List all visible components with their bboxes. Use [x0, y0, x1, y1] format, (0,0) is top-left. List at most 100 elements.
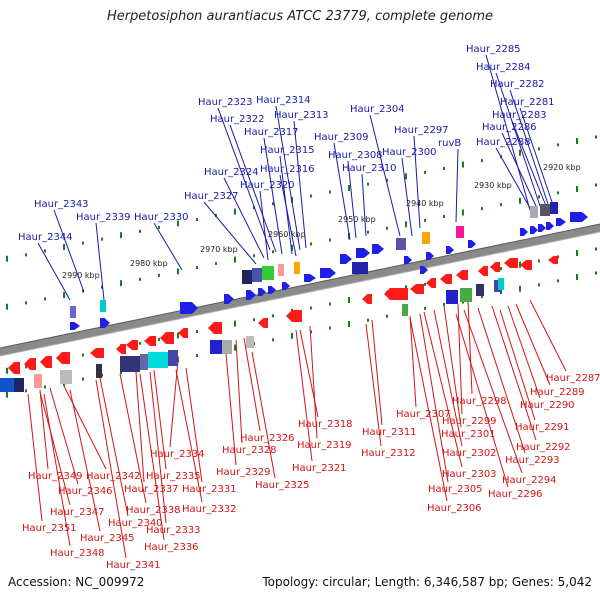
reverse-gene-label[interactable]: Haur_2329: [216, 467, 271, 478]
reverse-gene[interactable]: [126, 340, 138, 350]
forward-gene-label[interactable]: Haur_2286: [482, 122, 537, 133]
reverse-gene-block[interactable]: [210, 340, 222, 354]
forward-gene[interactable]: [320, 268, 336, 278]
reverse-gene-label[interactable]: Haur_2287: [546, 373, 600, 384]
forward-gene-label[interactable]: Haur_2297: [394, 125, 449, 136]
reverse-gene-label[interactable]: Haur_2305: [428, 484, 483, 495]
reverse-gene-label[interactable]: Haur_2351: [22, 523, 77, 534]
reverse-gene[interactable]: [456, 270, 468, 280]
reverse-gene-label[interactable]: Haur_2302: [442, 448, 497, 459]
reverse-gene-block[interactable]: [168, 350, 178, 366]
reverse-gene-label[interactable]: Haur_2289: [530, 387, 585, 398]
reverse-gene[interactable]: [410, 284, 424, 294]
forward-gene-block[interactable]: [278, 264, 284, 276]
forward-gene[interactable]: [404, 256, 412, 264]
reverse-gene-label[interactable]: Haur_2333: [146, 525, 201, 536]
forward-gene[interactable]: [520, 228, 528, 236]
reverse-gene-label[interactable]: Haur_2311: [362, 427, 417, 438]
forward-gene-label[interactable]: ruvB: [438, 138, 461, 149]
reverse-gene-label[interactable]: Haur_2332: [182, 504, 237, 515]
reverse-gene-block[interactable]: [498, 278, 504, 290]
reverse-gene-label[interactable]: Haur_2342: [86, 471, 141, 482]
forward-gene-block[interactable]: [456, 226, 464, 238]
reverse-gene-label[interactable]: Haur_2340: [108, 518, 163, 529]
reverse-gene-block[interactable]: [460, 288, 472, 302]
reverse-gene[interactable]: [144, 336, 156, 346]
forward-gene-block[interactable]: [242, 270, 252, 284]
reverse-gene[interactable]: [490, 262, 500, 272]
forward-gene[interactable]: [100, 318, 110, 328]
reverse-gene-label[interactable]: Haur_2337: [124, 484, 179, 495]
forward-gene-label[interactable]: Haur_2343: [34, 199, 89, 210]
forward-gene-label[interactable]: Haur_2344: [18, 232, 73, 243]
reverse-gene-label[interactable]: Haur_2321: [292, 463, 347, 474]
forward-gene-label[interactable]: Haur_2285: [466, 44, 521, 55]
forward-gene[interactable]: [258, 288, 266, 296]
forward-gene-label[interactable]: Haur_2327: [184, 191, 239, 202]
forward-gene-block[interactable]: [294, 262, 300, 274]
forward-gene[interactable]: [246, 290, 256, 300]
reverse-gene-block[interactable]: [140, 354, 148, 370]
forward-gene-block[interactable]: [422, 232, 430, 244]
forward-gene-label[interactable]: Haur_2313: [274, 110, 329, 121]
forward-gene-block[interactable]: [396, 238, 406, 250]
reverse-gene-block[interactable]: [446, 290, 458, 304]
reverse-gene-block[interactable]: [246, 336, 254, 348]
forward-gene-label[interactable]: Haur_2320: [240, 180, 295, 191]
forward-gene-label[interactable]: Haur_2324: [204, 167, 259, 178]
reverse-gene-label[interactable]: Haur_2306: [427, 503, 482, 514]
forward-gene[interactable]: [420, 266, 428, 274]
reverse-gene[interactable]: [178, 328, 188, 338]
forward-gene-block[interactable]: [262, 266, 274, 280]
reverse-gene-label[interactable]: Haur_2299: [442, 416, 497, 427]
forward-gene[interactable]: [180, 302, 198, 314]
reverse-gene[interactable]: [24, 358, 36, 370]
reverse-gene-block[interactable]: [96, 364, 102, 378]
forward-gene-label[interactable]: Haur_2308: [328, 150, 383, 161]
reverse-gene-label[interactable]: Haur_2328: [222, 445, 277, 456]
forward-gene[interactable]: [546, 222, 554, 230]
forward-gene-label[interactable]: Haur_2310: [342, 163, 397, 174]
reverse-gene-label[interactable]: Haur_2296: [488, 489, 543, 500]
forward-gene-label[interactable]: Haur_2304: [350, 104, 405, 115]
reverse-gene-block[interactable]: [0, 378, 14, 392]
reverse-gene[interactable]: [548, 256, 558, 264]
reverse-gene[interactable]: [384, 288, 408, 300]
reverse-gene-block[interactable]: [60, 370, 72, 384]
reverse-gene[interactable]: [362, 294, 372, 304]
forward-gene-label[interactable]: Haur_2314: [256, 95, 311, 106]
reverse-gene-block[interactable]: [14, 378, 24, 392]
reverse-gene-label[interactable]: Haur_2294: [502, 475, 557, 486]
forward-gene-label[interactable]: Haur_2339: [76, 212, 131, 223]
forward-gene-block[interactable]: [550, 202, 558, 214]
reverse-gene[interactable]: [160, 332, 174, 344]
forward-gene-label[interactable]: Haur_2300: [382, 147, 437, 158]
reverse-gene[interactable]: [504, 258, 518, 268]
forward-gene-label[interactable]: Haur_2283: [492, 110, 547, 121]
reverse-gene-label[interactable]: Haur_2331: [182, 484, 237, 495]
forward-gene-label[interactable]: Haur_2281: [500, 97, 555, 108]
reverse-gene[interactable]: [8, 362, 20, 374]
reverse-gene-label[interactable]: Haur_2303: [442, 469, 497, 480]
reverse-gene-label[interactable]: Haur_2336: [144, 542, 199, 553]
forward-gene-block[interactable]: [70, 306, 76, 318]
reverse-gene-label[interactable]: Haur_2338: [126, 505, 181, 516]
reverse-gene[interactable]: [90, 348, 104, 358]
reverse-gene-label[interactable]: Haur_2325: [255, 480, 310, 491]
reverse-gene-label[interactable]: Haur_2291: [515, 422, 570, 433]
forward-gene-label[interactable]: Haur_2330: [134, 212, 189, 223]
reverse-gene-label[interactable]: Haur_2292: [516, 442, 571, 453]
forward-gene[interactable]: [446, 246, 454, 254]
reverse-gene-label[interactable]: Haur_2326: [240, 433, 295, 444]
forward-gene[interactable]: [304, 274, 316, 282]
forward-gene[interactable]: [282, 282, 290, 290]
reverse-gene-label[interactable]: Haur_2307: [396, 409, 451, 420]
reverse-gene-label[interactable]: Haur_2312: [361, 448, 416, 459]
reverse-gene-label[interactable]: Haur_2335: [146, 471, 201, 482]
forward-gene[interactable]: [530, 226, 538, 234]
reverse-gene-block[interactable]: [476, 284, 484, 296]
forward-gene-label[interactable]: Haur_2315: [260, 145, 315, 156]
reverse-gene-block[interactable]: [402, 304, 408, 316]
reverse-gene[interactable]: [208, 322, 222, 334]
forward-gene[interactable]: [556, 218, 566, 226]
